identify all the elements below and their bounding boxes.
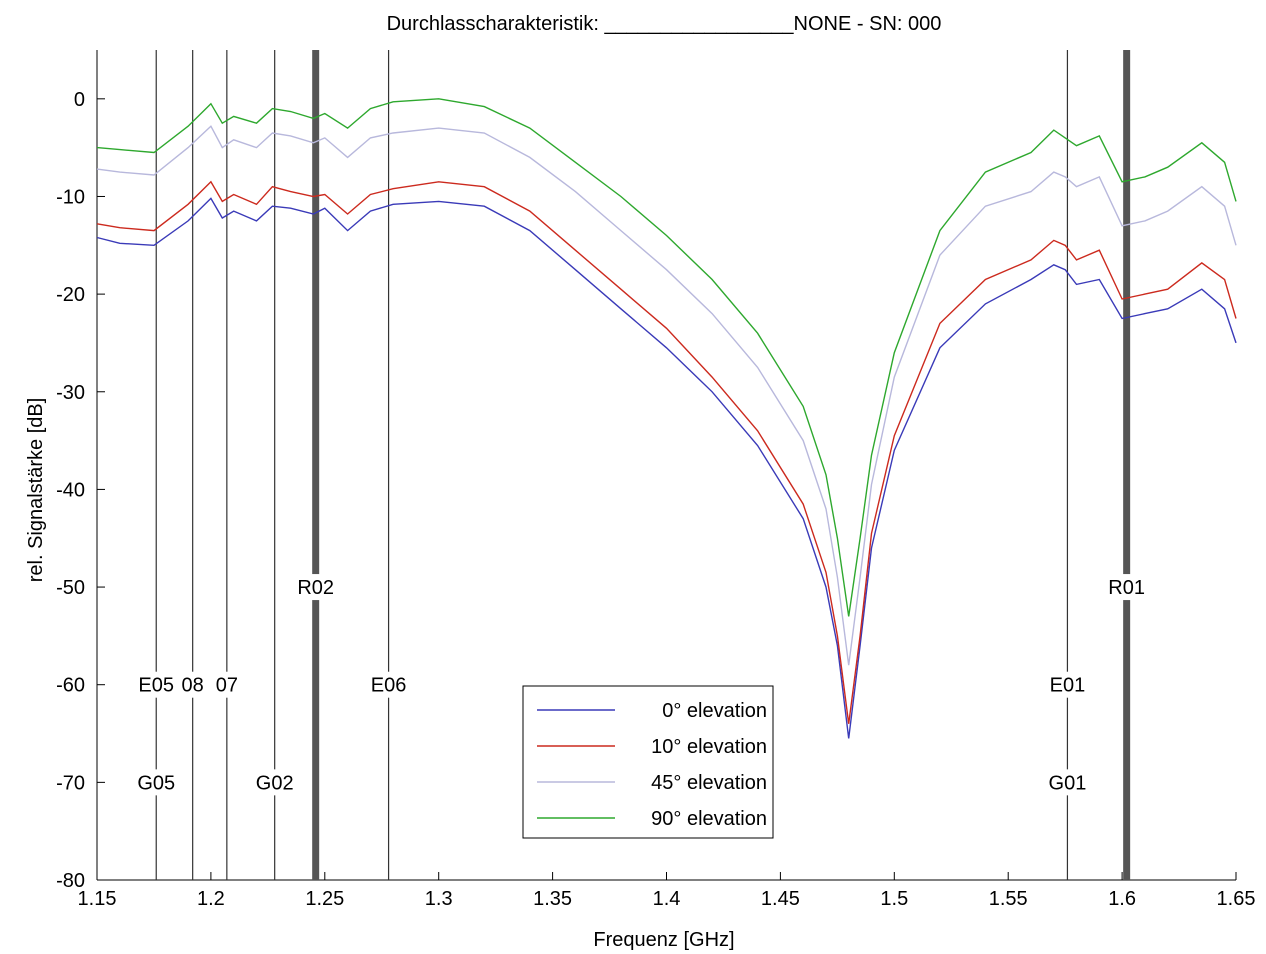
y-tick-label: -20 (56, 284, 85, 306)
marker-label-bg (136, 671, 176, 698)
series-line (96, 197, 1237, 739)
y-tick-label: -60 (56, 675, 85, 697)
marker-label: E05 (138, 675, 174, 697)
marker-label: E01 (1050, 675, 1086, 697)
marker-label-bg (296, 574, 336, 601)
x-tick-label: 1.45 (761, 888, 800, 910)
marker-label: R02 (297, 577, 334, 599)
x-tick-label: 1.4 (653, 888, 681, 910)
marker-label: G02 (256, 772, 294, 794)
x-tick-label: 1.5 (880, 888, 908, 910)
marker-label: 08 (182, 675, 204, 697)
y-tick-label: -10 (56, 186, 85, 208)
x-tick-label: 1.65 (1217, 888, 1256, 910)
x-tick-label: 1.3 (425, 888, 453, 910)
y-tick-label: -40 (56, 479, 85, 501)
marker-label-bg (212, 671, 241, 698)
x-tick-label: 1.55 (989, 888, 1028, 910)
y-tick-label: -70 (56, 772, 85, 794)
marker-label: R01 (1108, 577, 1145, 599)
chart-title: Durchlasscharakteristik: _______________… (387, 13, 942, 35)
y-tick-label: -80 (56, 870, 85, 892)
series-line (96, 125, 1237, 666)
marker-label-bg (1047, 769, 1087, 796)
legend-label: 90° elevation (651, 808, 767, 830)
marker-label-bg (136, 769, 176, 796)
y-tick-label: 0 (74, 89, 85, 111)
x-tick-label: 1.15 (78, 888, 117, 910)
series-line (96, 98, 1237, 617)
marker-label: G05 (137, 772, 175, 794)
legend-label: 0° elevation (662, 700, 767, 722)
marker-label: 07 (216, 675, 238, 697)
y-axis-label: rel. Signalstärke [dB] (25, 398, 47, 583)
x-tick-label: 1.2 (197, 888, 225, 910)
marker-label-bg (1047, 671, 1087, 698)
marker-label-bg (369, 671, 409, 698)
y-tick-label: -30 (56, 382, 85, 404)
series-line (96, 180, 1237, 724)
plot-area: 1.15 1.2 1.25 1.3 1.35 1.4 1.45 1.5 1.55 1.6 1.65 0… (56, 50, 1255, 910)
marker-label: E06 (371, 675, 407, 697)
legend-box (522, 685, 774, 839)
legend-label: 10° elevation (651, 736, 767, 758)
x-tick-label: 1.35 (533, 888, 572, 910)
x-tick-label: 1.6 (1108, 888, 1136, 910)
marker-label-bg (1107, 574, 1147, 601)
marker-label: G01 (1049, 772, 1087, 794)
y-tick-label: -50 (56, 577, 85, 599)
legend-label: 45° elevation (651, 772, 767, 794)
x-axis-label: Frequenz [GHz] (593, 929, 734, 951)
marker-label-bg (178, 671, 207, 698)
x-tick-label: 1.25 (305, 888, 344, 910)
marker-label-bg (255, 769, 295, 796)
